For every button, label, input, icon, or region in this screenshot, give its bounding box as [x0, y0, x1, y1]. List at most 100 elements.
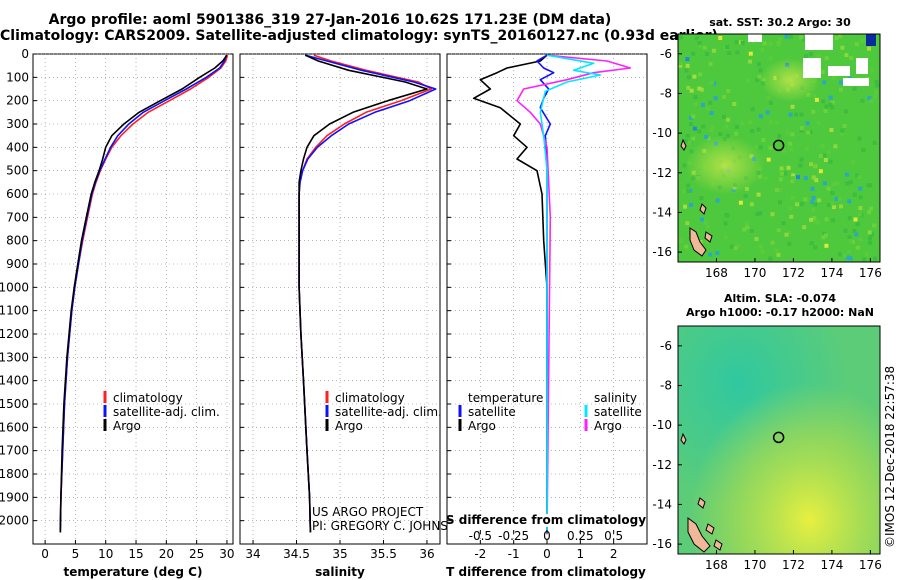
sst-cell — [804, 54, 809, 59]
x-tick-label: 35 — [332, 547, 347, 561]
sst-cell — [791, 176, 796, 181]
sst-cell — [776, 228, 781, 233]
sst-cell — [704, 134, 709, 139]
sst-cell — [685, 221, 690, 226]
sst-cell — [749, 229, 754, 233]
sst-cell — [816, 120, 821, 125]
sst-cell — [710, 80, 714, 85]
sst-cell — [839, 204, 843, 209]
y-tick-label: 100 — [6, 70, 29, 84]
island-shape — [687, 517, 711, 553]
sst-cell — [762, 41, 767, 46]
sst-cell — [701, 124, 706, 129]
sst-cell — [867, 230, 872, 235]
sst-cell — [723, 221, 728, 226]
sst-cell — [874, 90, 879, 95]
island-shape — [680, 432, 687, 445]
x-tick-label: 34 — [245, 547, 260, 561]
sst-cell — [813, 219, 818, 224]
sst-cell — [858, 186, 863, 191]
sst-cell — [718, 132, 723, 136]
sst-cell — [768, 41, 773, 46]
sst-cell — [834, 196, 839, 201]
map-y-tick-label: -10 — [652, 126, 672, 140]
sst-cell — [684, 68, 689, 73]
sst-map-frame — [677, 33, 881, 263]
sst-cell — [715, 198, 720, 203]
map-y-tick-label: -12 — [652, 458, 672, 472]
island-shape — [713, 539, 723, 551]
sst-cell — [868, 183, 873, 188]
sst-cell — [831, 218, 835, 223]
sst-cell — [833, 144, 838, 149]
sst-cell — [760, 47, 765, 52]
map-y-tick-label: -12 — [652, 166, 672, 180]
sst-cell — [712, 81, 717, 86]
sst-cell — [768, 56, 773, 61]
map-x-tick-label: 174 — [820, 558, 843, 572]
difference-profile-panel: -2 -1 0 1 2 -0.5 -0.25 0 0.25 0.5 S difference f… — [446, 53, 648, 579]
sst-cell — [816, 53, 821, 58]
sst-cell — [828, 95, 833, 100]
sst-cell — [769, 120, 773, 125]
sst-cell — [750, 129, 755, 133]
map-x-tick-label: 174 — [820, 266, 843, 280]
sst-cell — [682, 189, 687, 194]
argo-position-marker — [772, 139, 785, 152]
sst-cell — [831, 205, 836, 210]
sst-cell — [869, 99, 874, 104]
x-tick-label: -1 — [508, 547, 520, 561]
difference-legend-salinity: salinity satellite Argo — [584, 391, 642, 433]
sst-cell — [790, 132, 795, 137]
argo-position-marker — [772, 431, 785, 444]
sst-cell — [783, 171, 788, 176]
sst-cell — [702, 45, 707, 50]
sst-cell — [868, 240, 873, 245]
sst-cell — [812, 93, 817, 98]
sst-cell — [784, 34, 789, 39]
s-tick-label: 0.25 — [567, 529, 594, 543]
t-difference-axis-label: T difference from climatology — [446, 565, 646, 579]
sst-cell — [788, 34, 793, 39]
sst-cell — [682, 163, 687, 168]
sst-cell — [857, 136, 862, 141]
x-tick-label: 1 — [577, 547, 585, 561]
sst-cell — [776, 42, 780, 47]
sst-cell — [736, 243, 741, 248]
difference-series — [472, 54, 632, 533]
map-y-tick-label: -10 — [652, 418, 672, 432]
sst-cell — [844, 172, 849, 177]
salinity-grid — [240, 53, 440, 544]
sst-cell — [785, 130, 790, 135]
legend-satellite: satellite-adj. clim. — [113, 405, 220, 419]
sst-cell — [740, 40, 745, 45]
sst-cell — [843, 109, 848, 114]
series-line-s-satellite — [539, 54, 602, 533]
x-tick-label: 0 — [543, 547, 551, 561]
sst-cell — [755, 212, 760, 216]
sst-cell — [812, 216, 817, 221]
sst-cell — [869, 206, 874, 211]
sla-map-title: Altim. SLA: -0.074 — [724, 292, 836, 305]
sst-cell — [709, 128, 714, 133]
sst-cell — [746, 78, 751, 83]
sst-cell — [794, 112, 799, 117]
sst-cell — [778, 36, 783, 41]
sst-cell — [826, 186, 831, 191]
sst-cell — [838, 34, 843, 39]
y-tick-label: 300 — [6, 117, 29, 131]
sst-cell — [770, 212, 775, 217]
sst-cell — [699, 196, 704, 201]
sst-cell — [812, 163, 817, 168]
x-tick-label: 36 — [419, 547, 434, 561]
pressure-tick-labels: 0 100 200 300 400 500 600 700 800 900 1000 1100 1200… — [0, 47, 29, 528]
sst-cell — [758, 244, 763, 249]
temperature-tick-labels: 0 5 10 15 20 25 30 — [41, 547, 234, 561]
legend-t-argo: Argo — [468, 419, 496, 433]
x-tick-label: 0 — [41, 547, 49, 561]
sst-cell — [786, 165, 791, 170]
y-tick-label: 700 — [6, 210, 29, 224]
sst-cell — [774, 188, 779, 192]
sst-cell — [692, 74, 697, 79]
y-tick-label: 1200 — [0, 327, 29, 341]
